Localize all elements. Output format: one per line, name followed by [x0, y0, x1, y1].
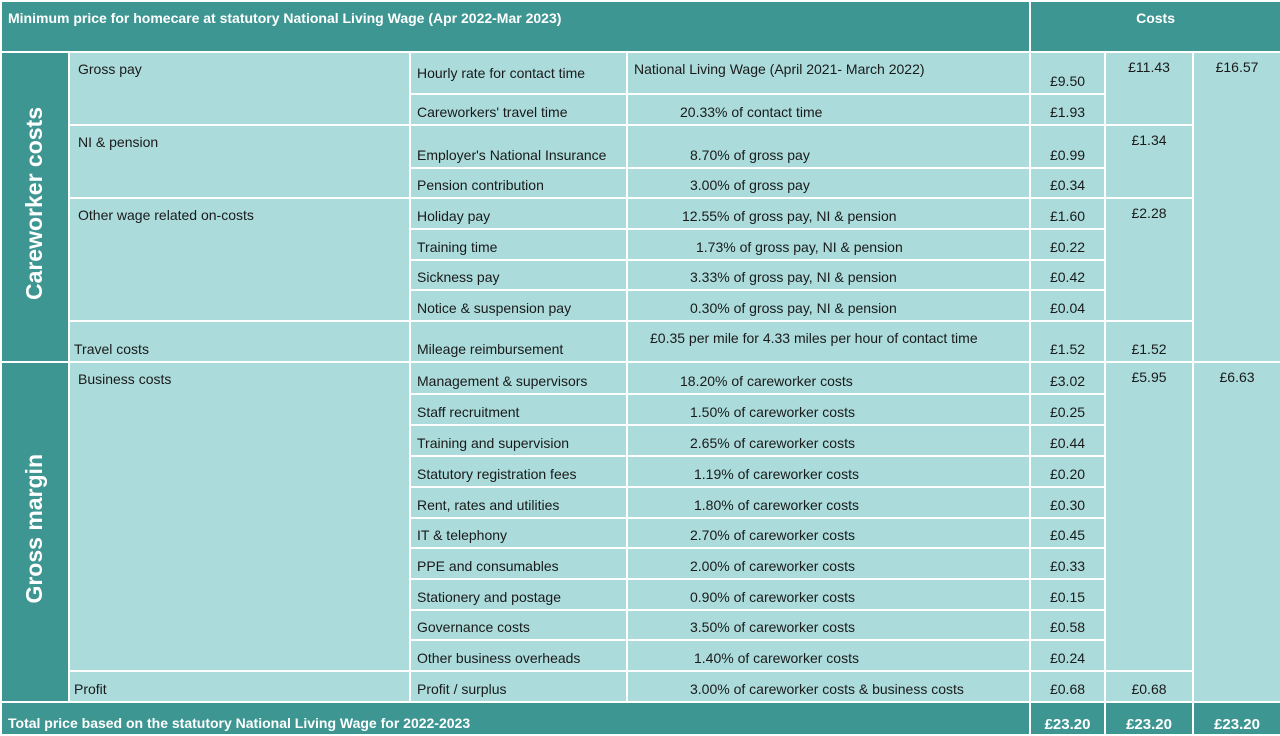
row-item: Training time — [409, 228, 628, 261]
subtotal-gross-margin: £6.63 — [1192, 361, 1280, 703]
row-basis: 1.80% of careworker costs — [625, 486, 1032, 519]
row-cost: £0.34 — [1029, 167, 1107, 199]
row-basis: 1.19% of careworker costs — [625, 455, 1032, 488]
row-item: IT & telephony — [409, 517, 628, 549]
row-basis: 0.90% of careworker costs — [625, 578, 1032, 611]
total-label: Total price based on the statutory Natio… — [0, 701, 1032, 736]
category-profit: Profit — [68, 670, 411, 703]
row-item: Careworkers' travel time — [409, 93, 628, 126]
section-gross-margin: Gross margin — [0, 361, 70, 703]
row-cost: £0.30 — [1029, 486, 1107, 519]
section-careworker-costs: Careworker costs — [0, 51, 70, 363]
row-cost: £0.25 — [1029, 393, 1107, 426]
subtotal-careworker-costs: £16.57 — [1192, 51, 1280, 363]
row-item: Management & supervisors — [409, 361, 628, 395]
row-item: Pension contribution — [409, 167, 628, 199]
row-basis: 3.33% of gross pay, NI & pension — [625, 259, 1032, 291]
row-item: Governance costs — [409, 609, 628, 641]
row-item: Profit / surplus — [409, 670, 628, 703]
row-basis: 2.00% of careworker costs — [625, 547, 1032, 580]
row-basis: £0.35 per mile for 4.33 miles per hour o… — [625, 320, 1032, 363]
subtotal-travel-costs: £1.52 — [1104, 320, 1195, 363]
row-cost: £0.45 — [1029, 517, 1107, 549]
row-basis: 3.00% of gross pay — [625, 167, 1032, 199]
category-ni-pension: NI & pension — [68, 124, 411, 199]
row-basis: 12.55% of gross pay, NI & pension — [625, 197, 1032, 230]
row-item: Employer's National Insurance — [409, 124, 628, 169]
row-cost: £0.15 — [1029, 578, 1107, 611]
row-basis: 1.40% of careworker costs — [625, 639, 1032, 672]
row-cost: £1.60 — [1029, 197, 1107, 230]
category-business-costs: Business costs — [68, 361, 411, 672]
row-basis: 1.73% of gross pay, NI & pension — [625, 228, 1032, 261]
row-cost: £0.04 — [1029, 289, 1107, 322]
row-cost: £0.44 — [1029, 424, 1107, 457]
row-item: Statutory registration fees — [409, 455, 628, 488]
row-cost: £9.50 — [1029, 51, 1107, 95]
subtotal-ni-pension: £1.34 — [1104, 124, 1195, 199]
costs-header: Costs — [1029, 0, 1280, 53]
table-title: Minimum price for homecare at statutory … — [0, 0, 1032, 53]
row-basis: 2.70% of careworker costs — [625, 517, 1032, 549]
row-cost: £0.20 — [1029, 455, 1107, 488]
subtotal-gross-pay: £11.43 — [1104, 51, 1195, 126]
total-price-2: £23.20 — [1104, 701, 1195, 736]
total-price-1: £23.20 — [1029, 701, 1107, 736]
row-cost: £3.02 — [1029, 361, 1107, 395]
row-cost: £0.42 — [1029, 259, 1107, 291]
row-basis: 18.20% of careworker costs — [625, 361, 1032, 395]
row-cost: £0.33 — [1029, 547, 1107, 580]
subtotal-business-costs: £5.95 — [1104, 361, 1195, 672]
row-item: Sickness pay — [409, 259, 628, 291]
subtotal-profit: £0.68 — [1104, 670, 1195, 703]
category-gross-pay: Gross pay — [68, 51, 411, 126]
row-basis: 8.70% of gross pay — [625, 124, 1032, 169]
row-item: Rent, rates and utilities — [409, 486, 628, 519]
row-cost: £1.52 — [1029, 320, 1107, 363]
category-other-wage-on-costs: Other wage related on-costs — [68, 197, 411, 322]
row-basis: National Living Wage (April 2021- March … — [625, 51, 1032, 95]
row-cost: £1.93 — [1029, 93, 1107, 126]
total-price-3: £23.20 — [1192, 701, 1280, 736]
row-cost: £0.99 — [1029, 124, 1107, 169]
row-item: Holiday pay — [409, 197, 628, 230]
row-item: Hourly rate for contact time — [409, 51, 628, 95]
row-item: Training and supervision — [409, 424, 628, 457]
row-cost: £0.68 — [1029, 670, 1107, 703]
row-basis: 3.00% of careworker costs & business cos… — [625, 670, 1032, 703]
row-cost: £0.58 — [1029, 609, 1107, 641]
row-cost: £0.22 — [1029, 228, 1107, 261]
row-item: PPE and consumables — [409, 547, 628, 580]
row-basis: 2.65% of careworker costs — [625, 424, 1032, 457]
row-basis: 3.50% of careworker costs — [625, 609, 1032, 641]
row-basis: 20.33% of contact time — [625, 93, 1032, 126]
row-cost: £0.24 — [1029, 639, 1107, 672]
row-item: Other business overheads — [409, 639, 628, 672]
row-item: Notice & suspension pay — [409, 289, 628, 322]
row-basis: 1.50% of careworker costs — [625, 393, 1032, 426]
category-travel-costs: Travel costs — [68, 320, 411, 363]
row-item: Staff recruitment — [409, 393, 628, 426]
subtotal-other-wage-on-costs: £2.28 — [1104, 197, 1195, 322]
row-item: Stationery and postage — [409, 578, 628, 611]
row-item: Mileage reimbursement — [409, 320, 628, 363]
row-basis: 0.30% of gross pay, NI & pension — [625, 289, 1032, 322]
